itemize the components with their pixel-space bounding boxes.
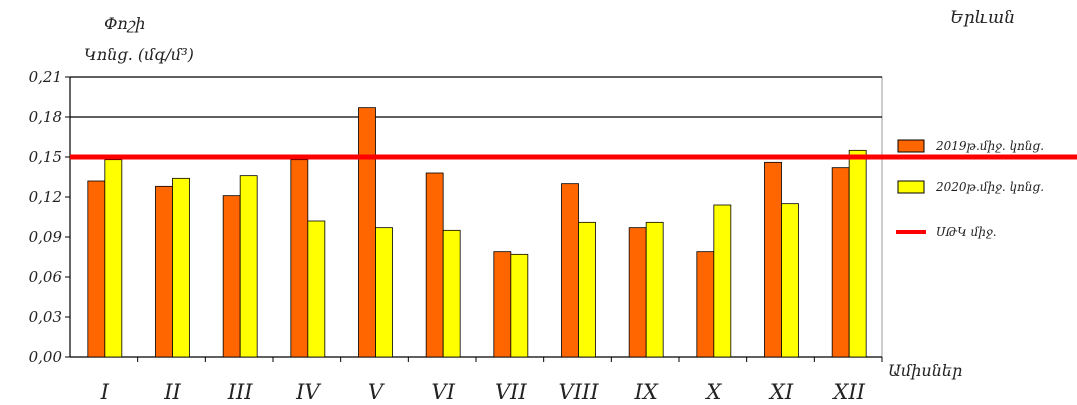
bar-2020	[578, 221, 596, 358]
bar-2019	[628, 227, 647, 358]
bar-2020	[781, 203, 799, 358]
y-tick-label: 0,03	[29, 308, 62, 326]
x-axis-label: Ամիսներ	[888, 361, 963, 380]
x-tick-label: VII	[495, 380, 527, 404]
bar-2019	[561, 183, 579, 358]
x-tick-label: X	[704, 380, 722, 404]
x-tick-label: XI	[768, 380, 794, 404]
x-tick-label: V	[368, 380, 385, 404]
y-tick-label: 0,15	[29, 148, 62, 166]
x-tick-label: III	[227, 380, 254, 404]
x-tick-label: I	[100, 380, 110, 404]
bar-2019	[358, 107, 376, 358]
bar-2020	[645, 221, 664, 358]
legend-swatch	[897, 139, 925, 153]
x-tick-label: XII	[831, 380, 865, 404]
bar-2019	[222, 195, 241, 358]
x-tick-label: VI	[431, 380, 455, 404]
bar-2020	[307, 220, 326, 358]
y-tick-label: 0,09	[29, 228, 63, 246]
bar-2020	[848, 149, 867, 358]
y-tick-label: 0,00	[29, 348, 63, 366]
bar-2019	[831, 167, 850, 358]
bar-2019	[290, 159, 309, 358]
y-tick-label: 0,12	[29, 188, 62, 206]
x-tick-label: IX	[634, 380, 659, 404]
legend: 2019թ.միջ. կոնց. 2020թ.միջ. կոնց. ՍԹԿ միջ.	[896, 139, 1044, 239]
bar-2019	[155, 185, 173, 358]
legend-label: 2019թ.միջ. կոնց.	[935, 139, 1044, 153]
x-tick-label: II	[163, 380, 181, 404]
y-tick-label: 0,21	[29, 68, 62, 86]
x-tick-label: IV	[295, 380, 321, 404]
legend-label: 2020թ.միջ. կոնց.	[935, 180, 1044, 194]
x-tick-label: VIII	[558, 380, 599, 404]
legend-label: ՍԹԿ միջ.	[936, 225, 997, 239]
bar-2020	[104, 159, 123, 358]
bar-2019	[764, 161, 782, 358]
bar-2020	[442, 229, 461, 358]
bar-2019	[696, 251, 715, 358]
bar-2020	[510, 253, 529, 358]
chart-title: Երևան	[950, 8, 1015, 28]
bar-2019	[87, 180, 106, 358]
y-axis-label-line2: Կոնց. (մգ/մ³)	[84, 45, 194, 64]
y-tick-label: 0,18	[29, 108, 62, 126]
plot-area	[69, 76, 883, 358]
bar-2020	[172, 177, 190, 358]
bar-2019	[425, 172, 444, 358]
y-axis-label-line1: Փոշի	[104, 14, 146, 33]
bar-2020	[713, 204, 732, 358]
legend-swatch	[897, 180, 925, 194]
bar-2019	[493, 251, 512, 358]
bar-2020	[375, 227, 393, 358]
y-tick-label: 0,06	[29, 268, 63, 286]
bar-2020	[239, 175, 258, 358]
